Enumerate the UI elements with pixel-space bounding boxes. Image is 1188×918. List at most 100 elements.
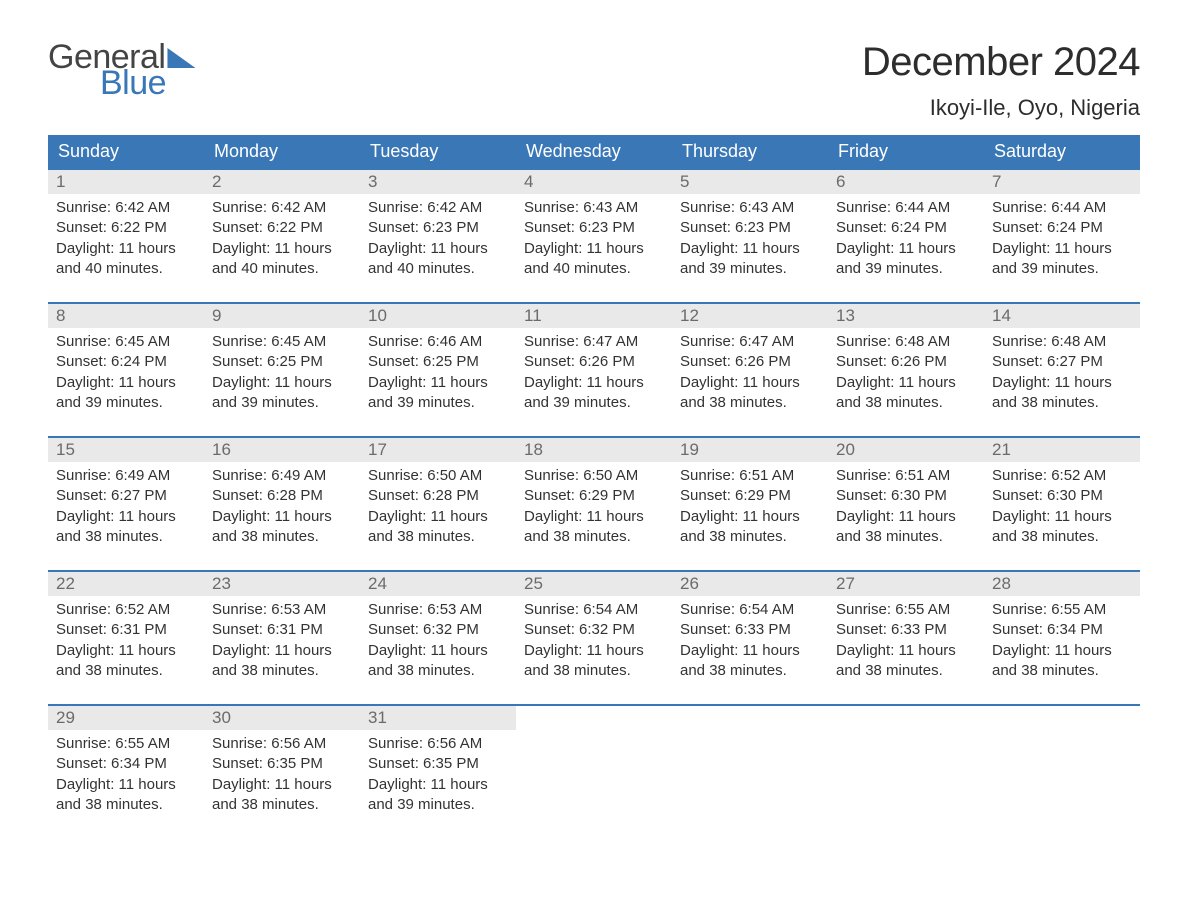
- daylight-text: Daylight: 11 hours and 38 minutes.: [836, 641, 976, 682]
- day-details: Sunrise: 6:42 AMSunset: 6:22 PMDaylight:…: [48, 194, 204, 285]
- day-number: 17: [360, 438, 516, 462]
- daylight-text: Daylight: 11 hours and 38 minutes.: [56, 775, 196, 816]
- sunset-text: Sunset: 6:26 PM: [680, 352, 820, 372]
- day-details: Sunrise: 6:52 AMSunset: 6:31 PMDaylight:…: [48, 596, 204, 687]
- sunset-text: Sunset: 6:28 PM: [212, 486, 352, 506]
- logo-text-blue: Blue: [100, 66, 195, 100]
- day-number: 16: [204, 438, 360, 462]
- sunrise-text: Sunrise: 6:42 AM: [368, 198, 508, 218]
- location-text: Ikoyi-Ile, Oyo, Nigeria: [862, 95, 1140, 121]
- day-number: 2: [204, 170, 360, 194]
- day-number: 22: [48, 572, 204, 596]
- sunset-text: Sunset: 6:27 PM: [56, 486, 196, 506]
- sunrise-text: Sunrise: 6:56 AM: [368, 734, 508, 754]
- day-of-week-header: SundayMondayTuesdayWednesdayThursdayFrid…: [48, 135, 1140, 168]
- sunset-text: Sunset: 6:23 PM: [680, 218, 820, 238]
- day-number: 5: [672, 170, 828, 194]
- sunrise-text: Sunrise: 6:55 AM: [836, 600, 976, 620]
- sunrise-text: Sunrise: 6:50 AM: [368, 466, 508, 486]
- day-cell: 2Sunrise: 6:42 AMSunset: 6:22 PMDaylight…: [204, 170, 360, 288]
- sunset-text: Sunset: 6:30 PM: [992, 486, 1132, 506]
- day-details: Sunrise: 6:55 AMSunset: 6:33 PMDaylight:…: [828, 596, 984, 687]
- week-row: 8Sunrise: 6:45 AMSunset: 6:24 PMDaylight…: [48, 302, 1140, 422]
- day-cell: 9Sunrise: 6:45 AMSunset: 6:25 PMDaylight…: [204, 304, 360, 422]
- sunrise-text: Sunrise: 6:54 AM: [680, 600, 820, 620]
- dow-saturday: Saturday: [984, 135, 1140, 168]
- sunset-text: Sunset: 6:24 PM: [836, 218, 976, 238]
- sunset-text: Sunset: 6:35 PM: [368, 754, 508, 774]
- sunrise-text: Sunrise: 6:42 AM: [56, 198, 196, 218]
- day-cell: 17 Sunrise: 6:50 AMSunset: 6:28 PMDayligh…: [360, 438, 516, 556]
- daylight-text: Daylight: 11 hours and 39 minutes.: [836, 239, 976, 280]
- sunset-text: Sunset: 6:24 PM: [992, 218, 1132, 238]
- day-details: Sunrise: 6:46 AMSunset: 6:25 PMDaylight:…: [360, 328, 516, 419]
- day-details: Sunrise: 6:50 AMSunset: 6:29 PMDaylight:…: [516, 462, 672, 553]
- day-details: Sunrise: 6:54 AMSunset: 6:32 PMDaylight:…: [516, 596, 672, 687]
- day-details: Sunrise: 6:42 AMSunset: 6:22 PMDaylight:…: [204, 194, 360, 285]
- sunset-text: Sunset: 6:28 PM: [368, 486, 508, 506]
- day-details: Sunrise: 6:49 AMSunset: 6:28 PMDaylight:…: [204, 462, 360, 553]
- day-details: Sunrise: 6:51 AMSunset: 6:30 PMDaylight:…: [828, 462, 984, 553]
- day-number: 11: [516, 304, 672, 328]
- logo: General Blue: [48, 40, 195, 100]
- empty-day: [984, 706, 1140, 824]
- day-number: 30: [204, 706, 360, 730]
- sunset-text: Sunset: 6:23 PM: [524, 218, 664, 238]
- daylight-text: Daylight: 11 hours and 38 minutes.: [368, 507, 508, 548]
- day-details: Sunrise: 6:55 AMSunset: 6:34 PMDaylight:…: [48, 730, 204, 821]
- day-cell: 15Sunrise: 6:49 AMSunset: 6:27 PMDayligh…: [48, 438, 204, 556]
- header: General Blue December 2024 Ikoyi-Ile, Oy…: [48, 40, 1140, 121]
- day-cell: 7Sunrise: 6:44 AMSunset: 6:24 PMDaylight…: [984, 170, 1140, 288]
- day-details: Sunrise: 6:51 AMSunset: 6:29 PMDaylight:…: [672, 462, 828, 553]
- day-cell: 28Sunrise: 6:55 AMSunset: 6:34 PMDayligh…: [984, 572, 1140, 690]
- sunset-text: Sunset: 6:35 PM: [212, 754, 352, 774]
- day-number: 15: [48, 438, 204, 462]
- sunset-text: Sunset: 6:30 PM: [836, 486, 976, 506]
- sunset-text: Sunset: 6:27 PM: [992, 352, 1132, 372]
- day-details: Sunrise: 6:56 AMSunset: 6:35 PMDaylight:…: [204, 730, 360, 821]
- sunrise-text: Sunrise: 6:54 AM: [524, 600, 664, 620]
- sunset-text: Sunset: 6:24 PM: [56, 352, 196, 372]
- daylight-text: Daylight: 11 hours and 38 minutes.: [680, 641, 820, 682]
- day-details: Sunrise: 6:49 AMSunset: 6:27 PMDaylight:…: [48, 462, 204, 553]
- sunset-text: Sunset: 6:34 PM: [992, 620, 1132, 640]
- sunrise-text: Sunrise: 6:52 AM: [56, 600, 196, 620]
- daylight-text: Daylight: 11 hours and 39 minutes.: [992, 239, 1132, 280]
- sunset-text: Sunset: 6:22 PM: [212, 218, 352, 238]
- daylight-text: Daylight: 11 hours and 38 minutes.: [992, 641, 1132, 682]
- daylight-text: Daylight: 11 hours and 39 minutes.: [524, 373, 664, 414]
- sunrise-text: Sunrise: 6:55 AM: [992, 600, 1132, 620]
- daylight-text: Daylight: 11 hours and 38 minutes.: [368, 641, 508, 682]
- day-number: 4: [516, 170, 672, 194]
- sunrise-text: Sunrise: 6:50 AM: [524, 466, 664, 486]
- day-details: Sunrise: 6:42 AMSunset: 6:23 PMDaylight:…: [360, 194, 516, 285]
- sunrise-text: Sunrise: 6:47 AM: [524, 332, 664, 352]
- daylight-text: Daylight: 11 hours and 38 minutes.: [212, 775, 352, 816]
- week-row: 15Sunrise: 6:49 AMSunset: 6:27 PMDayligh…: [48, 436, 1140, 556]
- daylight-text: Daylight: 11 hours and 38 minutes.: [56, 507, 196, 548]
- day-number: 3: [360, 170, 516, 194]
- day-details: Sunrise: 6:56 AMSunset: 6:35 PMDaylight:…: [360, 730, 516, 821]
- sunrise-text: Sunrise: 6:45 AM: [56, 332, 196, 352]
- sunset-text: Sunset: 6:32 PM: [524, 620, 664, 640]
- day-details: Sunrise: 6:54 AMSunset: 6:33 PMDaylight:…: [672, 596, 828, 687]
- day-cell: 13Sunrise: 6:48 AMSunset: 6:26 PMDayligh…: [828, 304, 984, 422]
- day-number: 1: [48, 170, 204, 194]
- day-number: 13: [828, 304, 984, 328]
- dow-thursday: Thursday: [672, 135, 828, 168]
- empty-day: [516, 706, 672, 824]
- day-details: Sunrise: 6:43 AMSunset: 6:23 PMDaylight:…: [672, 194, 828, 285]
- sunset-text: Sunset: 6:25 PM: [212, 352, 352, 372]
- day-number: 7: [984, 170, 1140, 194]
- day-number: 31: [360, 706, 516, 730]
- day-details: Sunrise: 6:55 AMSunset: 6:34 PMDaylight:…: [984, 596, 1140, 687]
- logo-triangle-icon: [167, 48, 195, 68]
- day-number: 10: [360, 304, 516, 328]
- day-number: 19: [672, 438, 828, 462]
- day-number: 9: [204, 304, 360, 328]
- page-title: December 2024: [862, 40, 1140, 85]
- day-number: 21: [984, 438, 1140, 462]
- day-number: 23: [204, 572, 360, 596]
- sunrise-text: Sunrise: 6:53 AM: [212, 600, 352, 620]
- daylight-text: Daylight: 11 hours and 38 minutes.: [992, 507, 1132, 548]
